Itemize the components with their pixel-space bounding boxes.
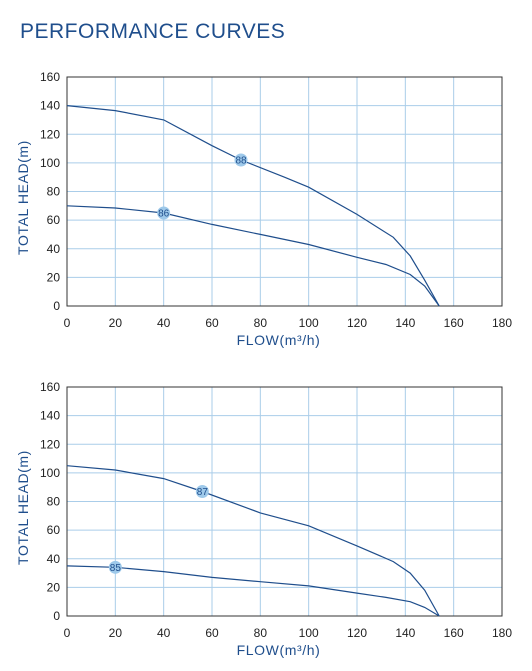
x-tick-label: 0 bbox=[64, 316, 71, 330]
y-tick-label: 20 bbox=[47, 270, 61, 284]
y-tick-label: 40 bbox=[47, 552, 61, 566]
performance-chart-bottom: 0 20 40 60 80 100 120 140 160 180 0 20 40 60 80 100 120 1… bbox=[15, 380, 512, 658]
x-tick-label: 140 bbox=[395, 626, 415, 640]
x-tick-label: 180 bbox=[492, 626, 512, 640]
y-tick-label: 120 bbox=[40, 437, 60, 451]
x-axis-label: FLOW(m³/h) bbox=[237, 332, 321, 348]
y-tick-label: 40 bbox=[47, 242, 61, 256]
y-tick-label: 140 bbox=[40, 409, 60, 423]
x-tick-label: 100 bbox=[299, 316, 319, 330]
x-tick-label: 20 bbox=[109, 316, 123, 330]
series-marker-88 bbox=[234, 153, 248, 167]
x-tick-label: 80 bbox=[254, 316, 268, 330]
x-tick-label: 100 bbox=[299, 626, 319, 640]
y-tick-label: 100 bbox=[40, 466, 60, 480]
series-marker-85 bbox=[108, 560, 122, 574]
y-tick-label: 140 bbox=[40, 99, 60, 113]
x-tick-label: 40 bbox=[157, 316, 171, 330]
plot-frame bbox=[66, 76, 503, 307]
x-tick-label: 60 bbox=[205, 626, 219, 640]
series-label-87: 87 bbox=[197, 487, 209, 498]
x-axis-label: FLOW(m³/h) bbox=[237, 642, 321, 658]
y-tick-label: 60 bbox=[47, 213, 61, 227]
x-tick-label: 180 bbox=[492, 316, 512, 330]
series-label-86: 86 bbox=[158, 208, 170, 219]
x-tick-label: 20 bbox=[109, 626, 123, 640]
series-marker-87 bbox=[195, 484, 209, 498]
series-line-85 bbox=[66, 565, 440, 617]
x-tick-label: 120 bbox=[347, 316, 367, 330]
y-axis-label: TOTAL HEAD(m) bbox=[15, 450, 31, 565]
y-tick-label: 160 bbox=[40, 380, 60, 394]
series-marker-86 bbox=[157, 206, 171, 220]
x-tick-label: 120 bbox=[347, 626, 367, 640]
performance-chart-top: 0 20 40 60 80 100 120 140 160 180 0 20 40 60 80 100 120 1… bbox=[15, 70, 512, 348]
y-axis-label: TOTAL HEAD(m) bbox=[15, 140, 31, 255]
y-tick-label: 80 bbox=[47, 185, 61, 199]
y-tick-label: 20 bbox=[47, 580, 61, 594]
y-tick-label: 0 bbox=[53, 609, 60, 623]
x-tick-label: 140 bbox=[395, 316, 415, 330]
series-label-85: 85 bbox=[110, 563, 122, 574]
y-tick-label: 120 bbox=[40, 127, 60, 141]
y-tick-label: 60 bbox=[47, 523, 61, 537]
series-line-88 bbox=[66, 105, 440, 307]
page-title: PERFORMANCE CURVES bbox=[20, 20, 286, 43]
series-line-87 bbox=[66, 465, 440, 617]
y-tick-label: 100 bbox=[40, 156, 60, 170]
series-line-86 bbox=[66, 205, 440, 307]
x-tick-label: 160 bbox=[444, 626, 464, 640]
y-tick-label: 160 bbox=[40, 70, 60, 84]
x-tick-label: 0 bbox=[64, 626, 71, 640]
x-tick-label: 60 bbox=[205, 316, 219, 330]
x-tick-label: 160 bbox=[444, 316, 464, 330]
y-tick-label: 80 bbox=[47, 495, 61, 509]
x-tick-label: 40 bbox=[157, 626, 171, 640]
series-label-88: 88 bbox=[235, 156, 247, 167]
x-tick-label: 80 bbox=[254, 626, 268, 640]
plot-frame bbox=[66, 386, 503, 617]
y-tick-label: 0 bbox=[53, 299, 60, 313]
